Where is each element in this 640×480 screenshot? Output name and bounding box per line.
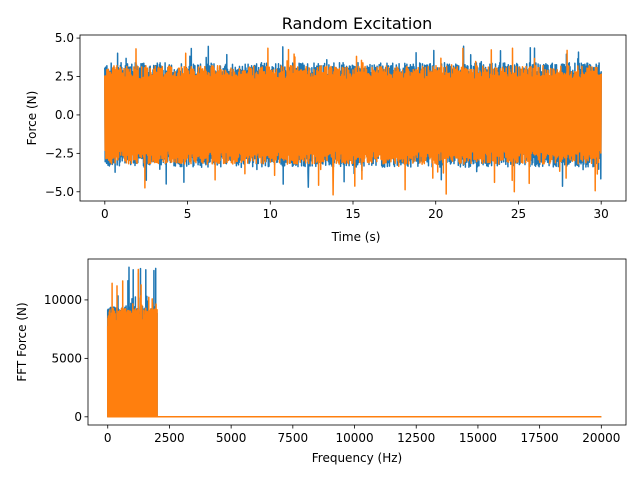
- fft-y-tick-label: 5000: [51, 351, 82, 365]
- fft-y-tick-label: 0: [74, 410, 82, 424]
- time-series-lines: [104, 45, 602, 196]
- fft-x-tick-label: 5000: [216, 431, 247, 445]
- time-x-tick-label: 25: [511, 207, 526, 221]
- time-y-tick-label: 0.0: [55, 108, 74, 122]
- fft-y-ticks: 0 5000 10000: [44, 293, 88, 424]
- time-y-tick-label: −2.5: [45, 146, 74, 160]
- fft-x-tick-label: 10000: [335, 431, 373, 445]
- fft-y-axis-label: FFT Force (N): [15, 302, 29, 381]
- time-x-tick-label: 30: [594, 207, 609, 221]
- time-series-line-2: [104, 47, 602, 196]
- time-x-tick-label: 0: [101, 207, 109, 221]
- time-y-tick-label: 2.5: [55, 70, 74, 84]
- frequency-domain-axes: 0 2500 5000 7500 10000 12500 15000 17500 20000 0…: [15, 258, 627, 465]
- time-domain-axes: 0 5 10 15 20 25 30 −5.0−2.50.02.55.0 Time (s) …: [25, 31, 627, 244]
- fft-x-axis-label: Frequency (Hz): [312, 451, 403, 465]
- figure-title: Random Excitation: [282, 14, 433, 33]
- fft-y-tick-label: 10000: [44, 293, 82, 307]
- fft-series-lines: [106, 266, 602, 418]
- fft-x-tick-label: 7500: [278, 431, 309, 445]
- fft-x-ticks: 0 2500 5000 7500 10000 12500 15000 17500 20000: [104, 425, 620, 445]
- time-x-tick-label: 15: [345, 207, 360, 221]
- time-y-ticks: −5.0 −2.5 0.0 2.5 5.0: [45, 31, 80, 199]
- time-x-tick-label: 10: [263, 207, 278, 221]
- fft-axes-frame: [87, 258, 627, 426]
- time-x-ticks: 0 5 10 15 20 25 30: [101, 201, 609, 221]
- time-y-tick-label: 5.0: [55, 31, 74, 45]
- fft-series-line-2: [106, 268, 602, 418]
- time-x-axis-label: Time (s): [331, 230, 381, 244]
- fft-x-tick-label: 15000: [459, 431, 497, 445]
- fft-x-tick-label: 20000: [582, 431, 620, 445]
- time-y-tick-label: −5.0: [45, 185, 74, 199]
- time-x-tick-label: 20: [428, 207, 443, 221]
- time-x-tick-label: 5: [184, 207, 192, 221]
- time-y-axis-label: Force (N): [25, 91, 39, 146]
- fft-x-tick-label: 0: [104, 431, 112, 445]
- fft-x-tick-label: 12500: [397, 431, 435, 445]
- fft-x-tick-label: 17500: [521, 431, 559, 445]
- fft-x-tick-label: 2500: [154, 431, 185, 445]
